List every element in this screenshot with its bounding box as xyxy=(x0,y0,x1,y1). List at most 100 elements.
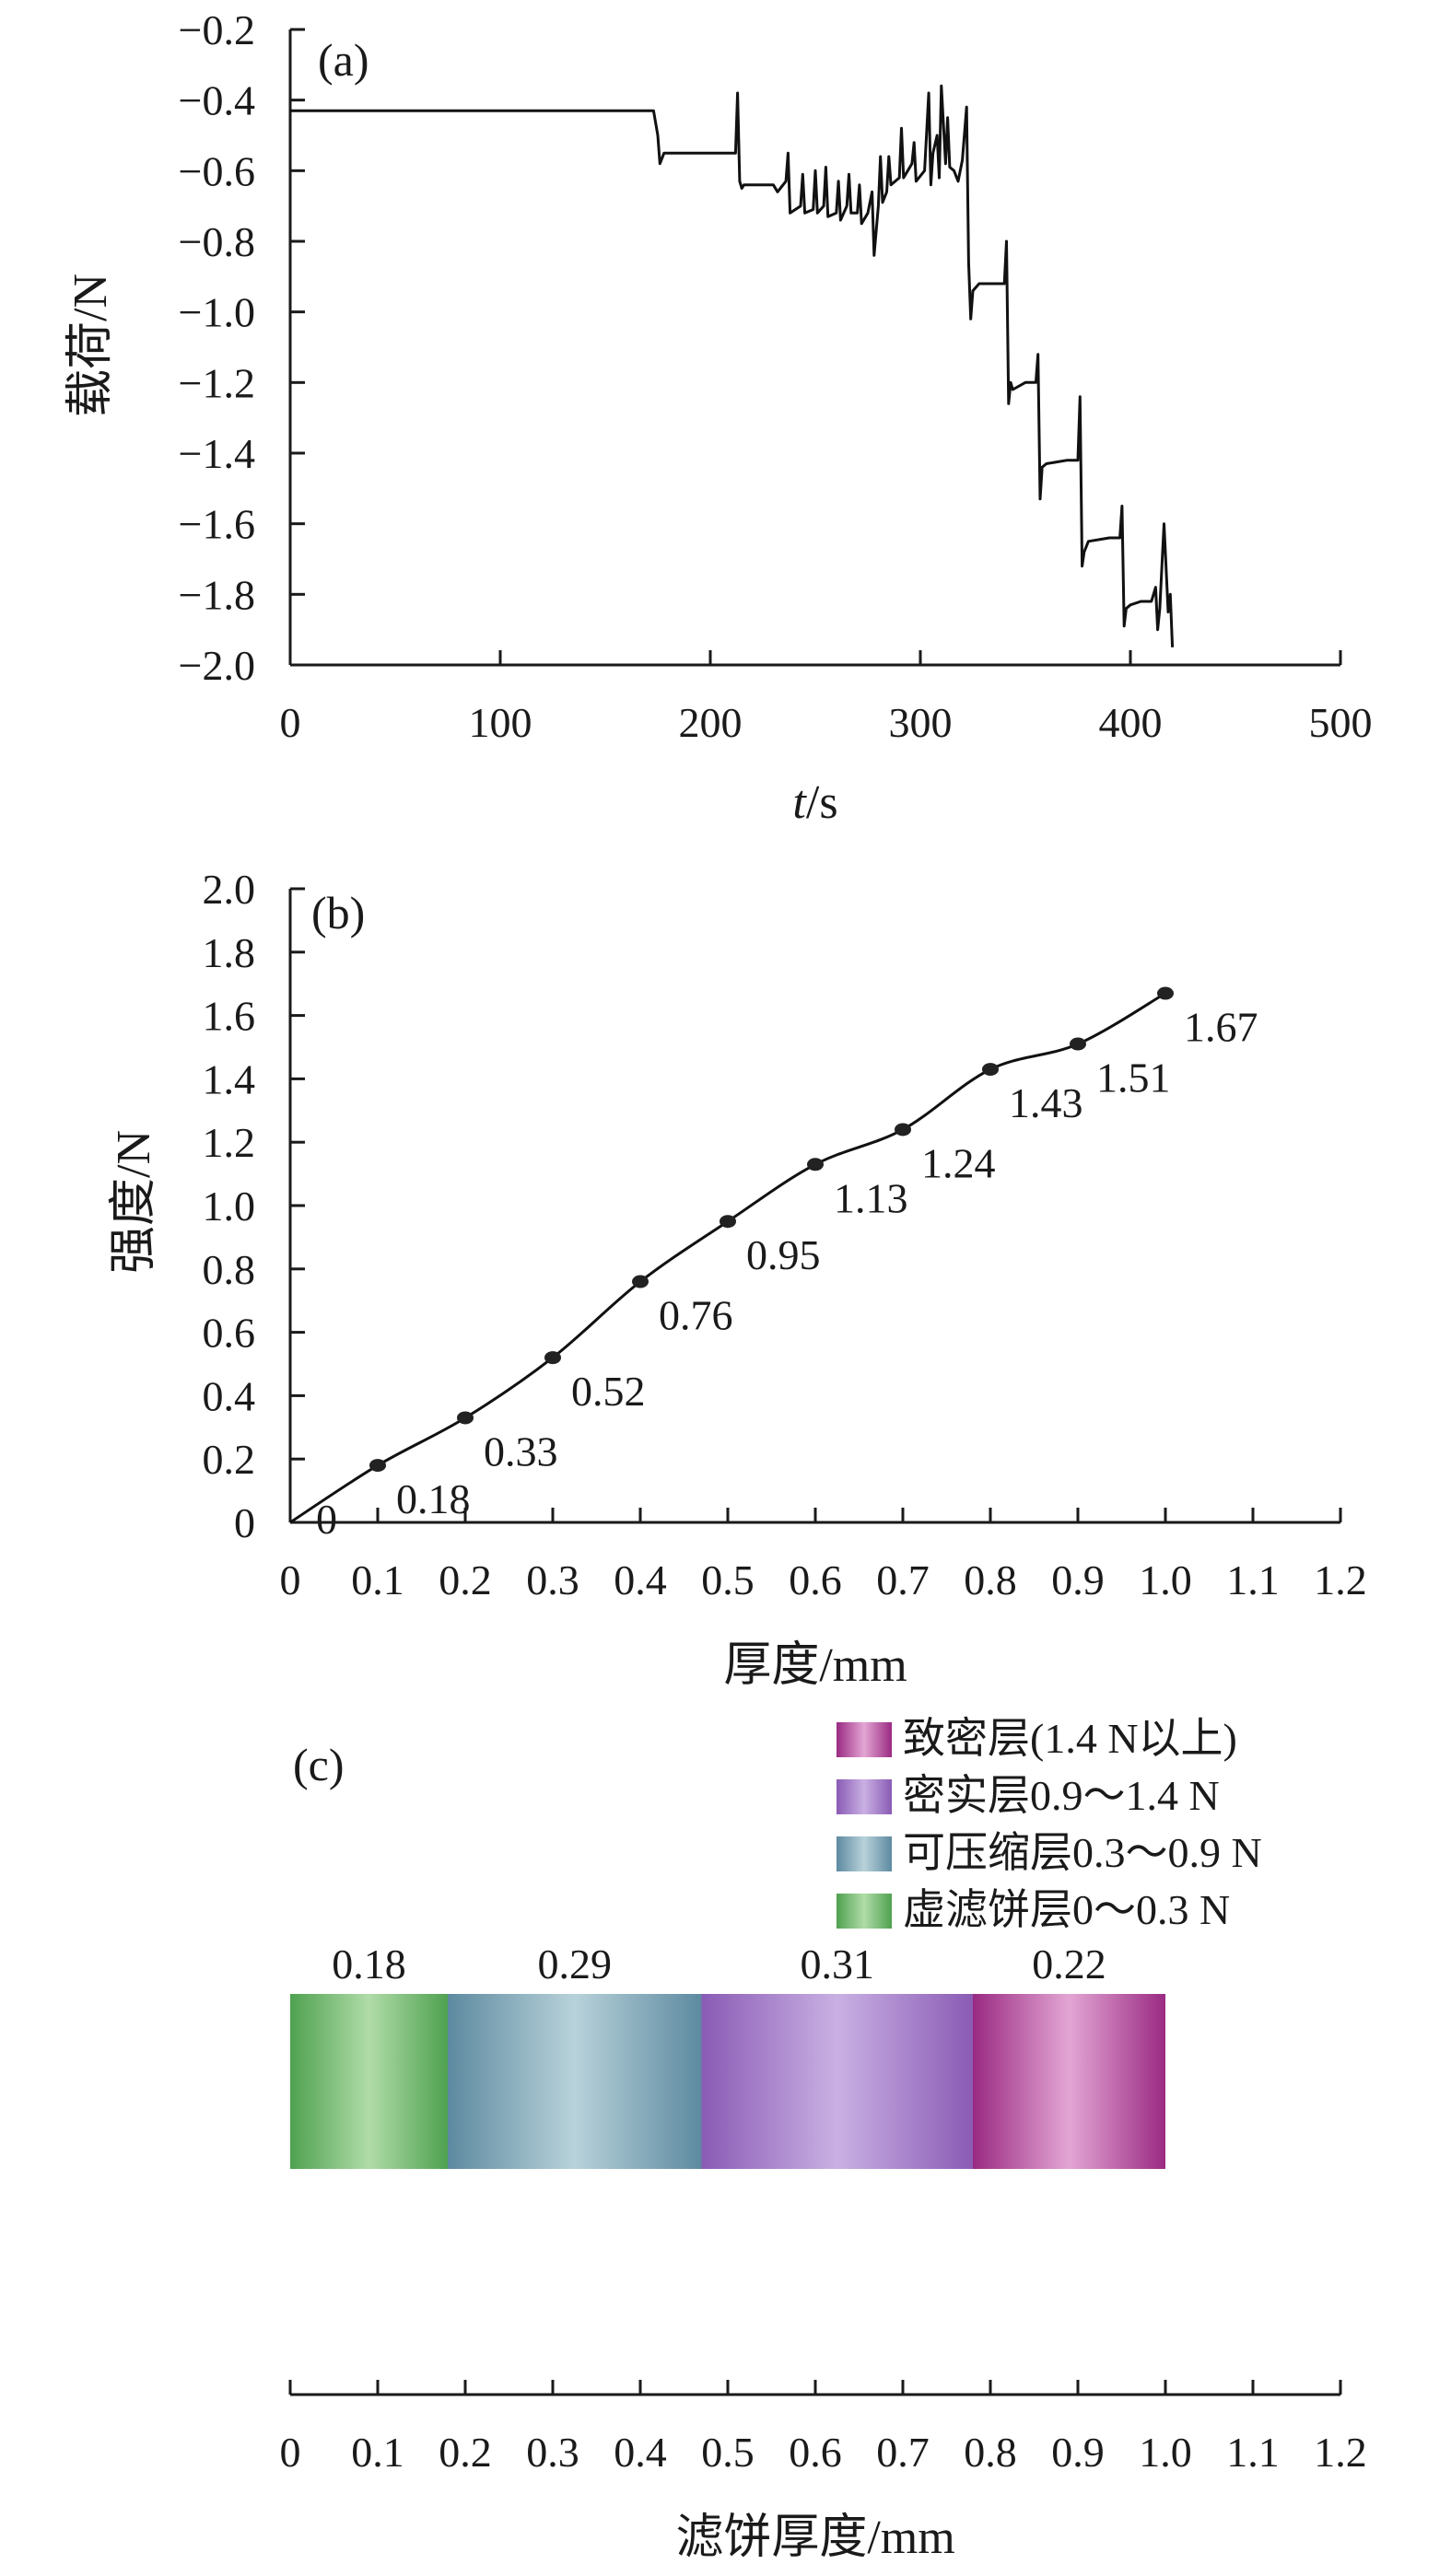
x-tick-label-c: 0 xyxy=(280,2429,301,2476)
panel-a-load-vs-time: −0.2 −0.4 −0.6 −0.8 −1.0 −1.2 −1.4 −1.6 −1.8 −2.0… xyxy=(64,6,1373,829)
x-tick-label-b: 1.0 xyxy=(1139,1556,1192,1603)
y-tick-label-a: −1.2 xyxy=(179,359,255,406)
x-tick-label-c: 0.9 xyxy=(1051,2429,1105,2476)
data-label: 0.76 xyxy=(659,1292,733,1339)
x-tick-label-c: 0.4 xyxy=(614,2429,667,2476)
y-tick-label-a: −0.4 xyxy=(179,77,255,124)
x-tick-label-a: 100 xyxy=(469,699,532,746)
x-tick-label-a: 0 xyxy=(280,699,301,746)
x-tick-label-c: 1.0 xyxy=(1139,2429,1192,2476)
legend-label: 虚滤饼层0～0.3 N xyxy=(903,1886,1230,1933)
y-tick-label-a: −1.6 xyxy=(179,501,255,548)
legend-swatch xyxy=(837,1836,892,1871)
x-tick-label-c: 0.5 xyxy=(701,2429,755,2476)
y-tick-label-a: −1.0 xyxy=(179,289,255,336)
x-axis-title-a-italic: t xyxy=(792,776,807,829)
load-series-line xyxy=(290,84,1175,647)
layer-segment xyxy=(701,1994,973,2169)
data-point xyxy=(1070,1037,1086,1051)
x-axis-title-b: 厚度/mm xyxy=(723,1639,907,1692)
data-point xyxy=(457,1411,474,1425)
layer-segment xyxy=(290,1994,448,2169)
layer-thickness-label: 0.18 xyxy=(332,1941,406,1987)
data-point xyxy=(982,1063,999,1077)
x-tick-label-b: 0.5 xyxy=(701,1556,755,1603)
x-tick-label-c: 0.1 xyxy=(351,2429,404,2476)
x-tick-label-b: 0.7 xyxy=(876,1556,930,1603)
y-tick-label-b: 0.6 xyxy=(203,1310,256,1357)
data-point xyxy=(1157,986,1174,1000)
x-tick-label-b: 0.6 xyxy=(789,1556,842,1603)
y-tick-label-a: −2.0 xyxy=(179,642,255,689)
data-point xyxy=(720,1215,736,1229)
data-label: 1.67 xyxy=(1184,1004,1258,1051)
legend-swatch xyxy=(837,1894,892,1929)
x-tick-label-a: 500 xyxy=(1309,699,1373,746)
x-tick-label-b: 0.2 xyxy=(439,1556,492,1603)
layer-thickness-label: 0.29 xyxy=(538,1941,613,1987)
data-point xyxy=(544,1351,561,1365)
y-tick-label-a: −0.2 xyxy=(179,6,255,53)
x-tick-label-b: 0.8 xyxy=(964,1556,1017,1603)
data-point xyxy=(807,1158,824,1171)
x-tick-label-b: 1.1 xyxy=(1226,1556,1280,1603)
y-tick-label-b: 0.8 xyxy=(203,1246,256,1293)
y-tick-label-b: 1.2 xyxy=(203,1119,256,1166)
x-tick-label-c: 1.2 xyxy=(1314,2429,1367,2476)
y-tick-label-b: 1.6 xyxy=(203,993,256,1040)
data-label: 0.33 xyxy=(484,1428,558,1474)
x-tick-label-b: 0.3 xyxy=(526,1556,579,1603)
panel-label-a: (a) xyxy=(318,34,369,86)
legend-label: 致密层(1.4 N以上) xyxy=(903,1715,1237,1762)
data-label: 1.24 xyxy=(921,1139,996,1186)
data-point xyxy=(632,1275,649,1288)
x-axis-title-a: t/s xyxy=(792,776,837,829)
legend: 致密层(1.4 N以上) 密实层0.9～1.4 N 可压缩层0.3～0.9 N 虚滤饼… xyxy=(837,1715,1262,1933)
strength-series-line xyxy=(289,992,1166,1524)
data-label: 0.95 xyxy=(746,1231,821,1278)
legend-label: 密实层0.9～1.4 N xyxy=(903,1772,1220,1819)
x-tick-label-c: 0.3 xyxy=(526,2429,579,2476)
x-tick-label-a: 200 xyxy=(679,699,743,746)
legend-swatch xyxy=(837,1722,892,1757)
y-tick-label-b: 1.4 xyxy=(203,1055,256,1102)
data-label: 0 xyxy=(316,1496,337,1543)
y-tick-label-b: 0 xyxy=(234,1499,255,1546)
layer-segment xyxy=(973,1994,1165,2169)
panel-label-c: (c) xyxy=(293,1739,345,1790)
y-axis-title-a: 载荷/N xyxy=(64,274,117,417)
data-point xyxy=(895,1123,911,1136)
x-tick-label-b: 0.9 xyxy=(1051,1556,1105,1603)
x-tick-label-c: 0.7 xyxy=(876,2429,930,2476)
panel-c-cake-layers: (c) 致密层(1.4 N以上) 密实层0.9～1.4 N 可压缩层0.3～0.9 … xyxy=(280,1715,1367,2564)
data-label: 1.51 xyxy=(1096,1055,1171,1102)
x-tick-label-c: 1.1 xyxy=(1226,2429,1280,2476)
y-tick-label-b: 0.2 xyxy=(203,1436,256,1483)
x-axis-title-a-unit: /s xyxy=(806,776,838,829)
layer-segment xyxy=(448,1994,702,2169)
x-tick-label-b: 0 xyxy=(280,1556,301,1603)
panel-b-strength-vs-thickness: 0 0.2 0.4 0.6 0.8 1.0 1.2 1.4 1.6 1.8 2.0 0 0.1 0.2 0… xyxy=(108,866,1367,1692)
y-tick-label-b: 1.0 xyxy=(203,1183,256,1230)
y-tick-label-a: −1.4 xyxy=(179,430,255,477)
y-tick-label-b: 0.4 xyxy=(203,1372,256,1419)
x-tick-label-b: 0.4 xyxy=(614,1556,667,1603)
y-tick-label-a: −1.8 xyxy=(179,571,255,618)
layer-thickness-label: 0.31 xyxy=(801,1941,875,1987)
legend-label: 可压缩层0.3～0.9 N xyxy=(903,1829,1262,1876)
y-tick-label-b: 2.0 xyxy=(203,866,256,913)
y-tick-label-a: −0.8 xyxy=(179,218,255,265)
data-point xyxy=(369,1459,386,1473)
x-tick-label-c: 0.8 xyxy=(964,2429,1017,2476)
x-tick-label-b: 0.1 xyxy=(351,1556,404,1603)
data-label: 1.43 xyxy=(1009,1079,1083,1126)
data-label: 0.18 xyxy=(396,1475,471,1522)
panel-label-b: (b) xyxy=(311,887,365,938)
y-axis-title-b: 强度/N xyxy=(108,1130,160,1274)
layer-thickness-label: 0.22 xyxy=(1032,1941,1106,1987)
data-label: 0.52 xyxy=(571,1368,646,1415)
data-label: 1.13 xyxy=(834,1174,908,1221)
x-tick-label-c: 0.6 xyxy=(789,2429,842,2476)
x-axis-title-c: 滤饼厚度/mm xyxy=(675,2512,954,2564)
